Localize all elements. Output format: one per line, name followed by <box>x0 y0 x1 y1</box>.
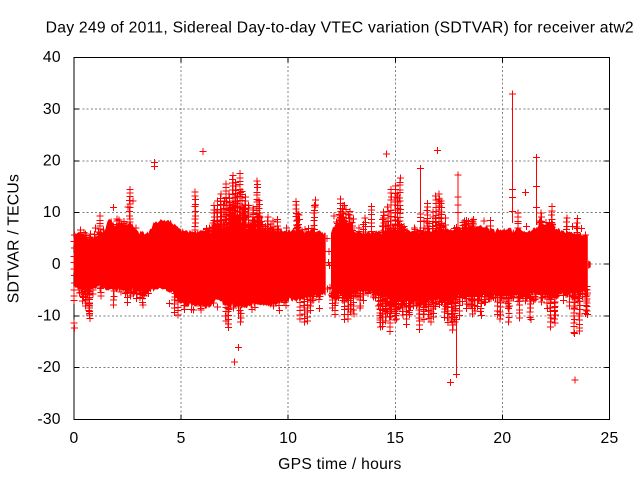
svg-text:SDTVAR / TECUs: SDTVAR / TECUs <box>6 174 23 303</box>
svg-text:-20: -20 <box>37 359 60 376</box>
svg-text:20: 20 <box>43 153 61 170</box>
svg-text:-30: -30 <box>37 411 60 428</box>
svg-text:GPS time / hours: GPS time / hours <box>278 456 401 473</box>
svg-text:0: 0 <box>70 430 79 447</box>
svg-text:10: 10 <box>279 430 297 447</box>
svg-text:20: 20 <box>493 430 511 447</box>
svg-text:25: 25 <box>601 430 619 447</box>
svg-text:40: 40 <box>43 49 61 66</box>
svg-text:15: 15 <box>386 430 404 447</box>
svg-text:-10: -10 <box>37 308 60 325</box>
svg-text:0: 0 <box>52 256 61 273</box>
svg-text:10: 10 <box>43 204 61 221</box>
svg-text:5: 5 <box>177 430 186 447</box>
svg-text:Day 249 of 2011, Sidereal Day-: Day 249 of 2011, Sidereal Day-to-day VTE… <box>46 20 634 37</box>
svg-text:30: 30 <box>43 101 61 118</box>
